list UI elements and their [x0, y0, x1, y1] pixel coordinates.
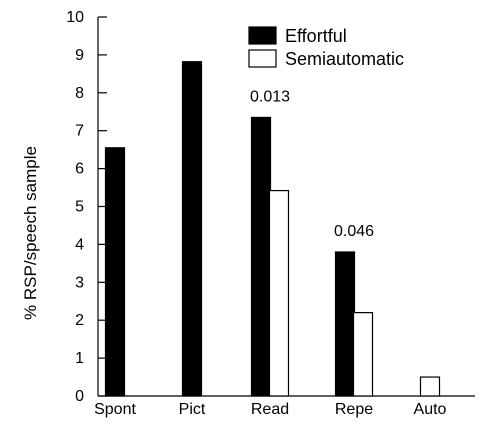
bar-effortful-repe: [334, 251, 356, 397]
y-tick-label: 6: [75, 161, 84, 178]
y-tick-label: 0: [75, 388, 84, 405]
x-category-label: Read: [251, 401, 289, 418]
labels: 0 1 2 3 4 5 6 7 8 9 10 Spont Pict Read Repe Auto 0.013 0.…: [66, 9, 446, 418]
bars: [104, 61, 441, 397]
legend-swatch-semiautomatic: [248, 49, 277, 68]
y-tick-label: 2: [75, 312, 84, 329]
legend-swatch-effortful: [248, 26, 277, 45]
bar-effortful-spont: [104, 147, 126, 397]
bar-effortful-read: [250, 116, 272, 397]
y-tick-label: 7: [75, 123, 84, 140]
axes: [97, 16, 475, 397]
legend-label: Effortful: [285, 26, 347, 46]
bar-semiautomatic-auto: [419, 376, 441, 397]
annotation-label: 0.013: [250, 88, 290, 105]
x-category-label: Pict: [179, 401, 206, 418]
legend: Effortful Semiautomatic: [248, 26, 404, 69]
bar-semiautomatic-repe: [352, 312, 374, 397]
y-axis-title: % RSP/speech sample: [21, 146, 40, 320]
x-category-label: Repe: [335, 401, 373, 418]
y-tick-label: 1: [75, 350, 84, 367]
y-tick-label: 3: [75, 274, 84, 291]
legend-label: Semiautomatic: [285, 49, 404, 69]
x-category-label: Auto: [414, 401, 447, 418]
y-tick-label: 5: [75, 199, 84, 216]
bar-effortful-pict: [181, 61, 203, 397]
y-tick-label: 10: [66, 9, 84, 26]
y-tick-label: 9: [75, 47, 84, 64]
x-category-label: Spont: [94, 401, 136, 418]
y-tick-label: 8: [75, 85, 84, 102]
annotation-label: 0.046: [334, 223, 374, 240]
y-tick-label: 4: [75, 236, 84, 253]
bar-semiautomatic-read: [268, 189, 290, 397]
